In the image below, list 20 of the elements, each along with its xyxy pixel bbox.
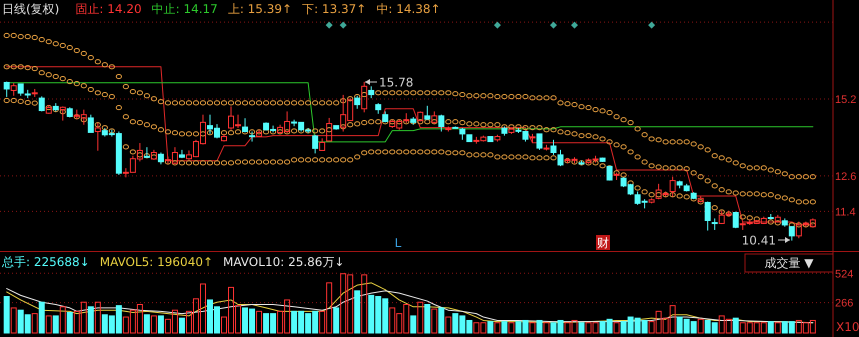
y-tick-label: 12.6 bbox=[835, 170, 856, 183]
annotation: 中止: 14.17 bbox=[152, 2, 218, 16]
chart-title: 日线(复权) bbox=[2, 2, 60, 16]
annotation: 中: 14.38↑ bbox=[376, 2, 441, 16]
text: X10 bbox=[836, 320, 859, 334]
y-tick-label: 524 bbox=[835, 268, 854, 280]
annotation: 15.78 bbox=[379, 76, 414, 90]
annotation: 10.41 bbox=[742, 234, 776, 248]
annotation: 上: 15.39↑ bbox=[228, 2, 292, 16]
y-tick-label: 15.2 bbox=[835, 94, 856, 106]
y-tick-label: 11.4 bbox=[835, 206, 856, 218]
annotation: L bbox=[394, 236, 402, 250]
y-tick-label: 266 bbox=[835, 298, 854, 310]
annotation: 成交量 ▼ bbox=[764, 256, 814, 270]
annotation: 总手: 225688↓ bbox=[1, 255, 90, 269]
annotation: MAVOL5: 196040↑ bbox=[100, 255, 214, 269]
annotation: 下: 13.37↑ bbox=[302, 2, 366, 16]
annotation: 财 bbox=[597, 236, 609, 250]
annotation: MAVOL10: 25.86万↓ bbox=[223, 255, 344, 269]
annotation: 固止: 14.20 bbox=[75, 2, 142, 16]
